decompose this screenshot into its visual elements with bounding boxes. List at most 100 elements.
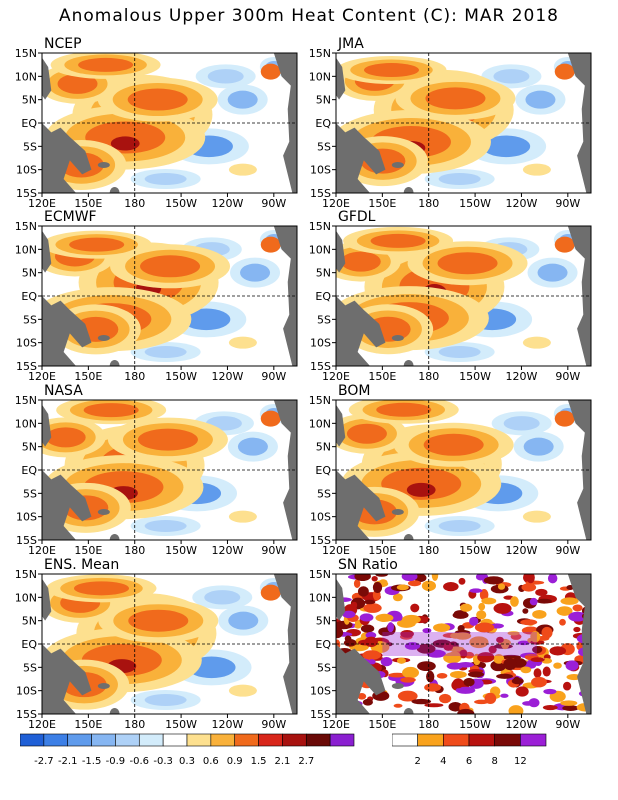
lon-tick-label: 90W — [261, 197, 286, 210]
lat-tick-label: EQ — [21, 117, 37, 130]
lat-tick-label: 10N — [15, 417, 37, 430]
lon-tick-label: 120E — [322, 370, 350, 383]
lat-tick-label: 5N — [316, 94, 331, 107]
lat-tick-label: 15S — [310, 187, 331, 200]
panel-title: NCEP — [44, 36, 82, 52]
colorbar-label: 2 — [414, 756, 420, 766]
lat-tick-label: EQ — [21, 290, 37, 303]
colorbar-label: 2.7 — [298, 756, 314, 766]
lat-tick-label: 15S — [16, 708, 37, 721]
lon-tick-label: 90W — [555, 718, 580, 731]
lat-tick-label: 15S — [310, 360, 331, 373]
lat-tick-label: 10N — [309, 243, 331, 256]
colorbar-swatch — [329, 733, 355, 747]
lon-tick-label: 150W — [459, 197, 491, 210]
lon-tick-label: 150W — [165, 197, 197, 210]
lat-tick-label: 15S — [16, 534, 37, 547]
lon-tick-label: 180 — [124, 197, 145, 210]
lat-tick-label: EQ — [315, 290, 331, 303]
panel-title: GFDL — [338, 209, 376, 225]
lat-tick-label: 15N — [15, 394, 37, 407]
colorbar-swatch — [91, 733, 116, 747]
lon-tick-label: 180 — [418, 197, 439, 210]
lon-tick-label: 120E — [322, 197, 350, 210]
lon-tick-label: 150E — [74, 370, 102, 383]
lat-tick-label: 10S — [16, 164, 37, 177]
colorbar-label: 0.9 — [227, 756, 243, 766]
colorbar-label: 0.6 — [203, 756, 219, 766]
lon-tick-label: 150E — [368, 370, 396, 383]
lat-tick-label: 10S — [310, 685, 331, 698]
lat-tick-label: 10N — [15, 243, 37, 256]
colorbar-label: -0.9 — [106, 756, 126, 766]
colorbar-swatch — [392, 733, 418, 747]
lat-tick-label: 10N — [309, 591, 331, 604]
lon-tick-label: 180 — [124, 544, 145, 557]
panel-title: JMA — [337, 36, 364, 52]
panel-title: BOM — [338, 383, 370, 399]
colorbar-swatch — [443, 733, 470, 747]
lon-tick-label: 150E — [74, 197, 102, 210]
panel-title: NASA — [44, 383, 83, 399]
lon-tick-label: 90W — [261, 544, 286, 557]
lat-tick-label: 15N — [309, 47, 331, 60]
lat-tick-label: 5S — [317, 487, 331, 500]
lat-tick-label: EQ — [21, 638, 37, 651]
panel-title: ENS. Mean — [44, 557, 119, 573]
lat-tick-label: 15S — [310, 534, 331, 547]
colorbar-swatch — [234, 733, 259, 747]
lon-tick-label: 120W — [212, 370, 244, 383]
lat-tick-label: 10N — [15, 70, 37, 83]
lat-tick-label: EQ — [315, 638, 331, 651]
lon-tick-label: 150W — [459, 544, 491, 557]
anomaly-colorbar: -2.7 -2.1 -1.5 -0.9 -0.6 -0.3 0.3 0.6 0.9 1.5 2.1 2… — [20, 733, 355, 766]
lat-tick-label: EQ — [315, 117, 331, 130]
colorbar-label: -2.1 — [58, 756, 78, 766]
colorbar-label: 8 — [491, 756, 497, 766]
colorbar-swatch — [210, 733, 236, 747]
lat-tick-label: 10S — [16, 685, 37, 698]
colorbar-label: 4 — [440, 756, 446, 766]
lat-tick-label: 15N — [15, 220, 37, 233]
lon-tick-label: 150E — [368, 197, 396, 210]
lon-tick-label: 90W — [555, 544, 580, 557]
lat-tick-label: 15N — [309, 220, 331, 233]
colorbar-label: -1.5 — [82, 756, 102, 766]
colorbar-swatch — [520, 733, 547, 747]
lon-tick-label: 150E — [74, 544, 102, 557]
lat-tick-label: 5N — [22, 441, 37, 454]
lat-tick-label: 5S — [23, 313, 37, 326]
colorbar-label: 2.1 — [274, 756, 290, 766]
lat-tick-label: 15N — [15, 568, 37, 581]
colorbar-swatch — [20, 733, 45, 747]
lat-tick-label: EQ — [21, 464, 37, 477]
colorbar-swatch — [305, 733, 331, 747]
colorbar-swatch — [138, 733, 164, 747]
colorbar-swatch — [468, 733, 495, 747]
lon-tick-label: 90W — [555, 370, 580, 383]
lat-tick-label: 5S — [23, 487, 37, 500]
panel-title: ECMWF — [44, 209, 97, 225]
colorbar-swatch — [43, 733, 69, 747]
lat-tick-label: 5S — [317, 661, 331, 674]
lon-tick-label: 120E — [28, 370, 56, 383]
lat-tick-label: 5N — [22, 615, 37, 628]
colorbar-swatch — [417, 733, 444, 747]
lat-tick-label: 10S — [310, 337, 331, 350]
lon-tick-label: 120E — [28, 544, 56, 557]
lon-tick-label: 150E — [368, 544, 396, 557]
lon-tick-label: 120W — [506, 544, 538, 557]
lat-tick-label: 5S — [317, 140, 331, 153]
lat-tick-label: 10S — [310, 511, 331, 524]
lon-tick-label: 120W — [212, 544, 244, 557]
lon-tick-label: 120E — [322, 544, 350, 557]
panel-title: SN Ratio — [338, 557, 398, 573]
lat-tick-label: 5N — [316, 267, 331, 280]
lon-tick-label: 120W — [212, 197, 244, 210]
